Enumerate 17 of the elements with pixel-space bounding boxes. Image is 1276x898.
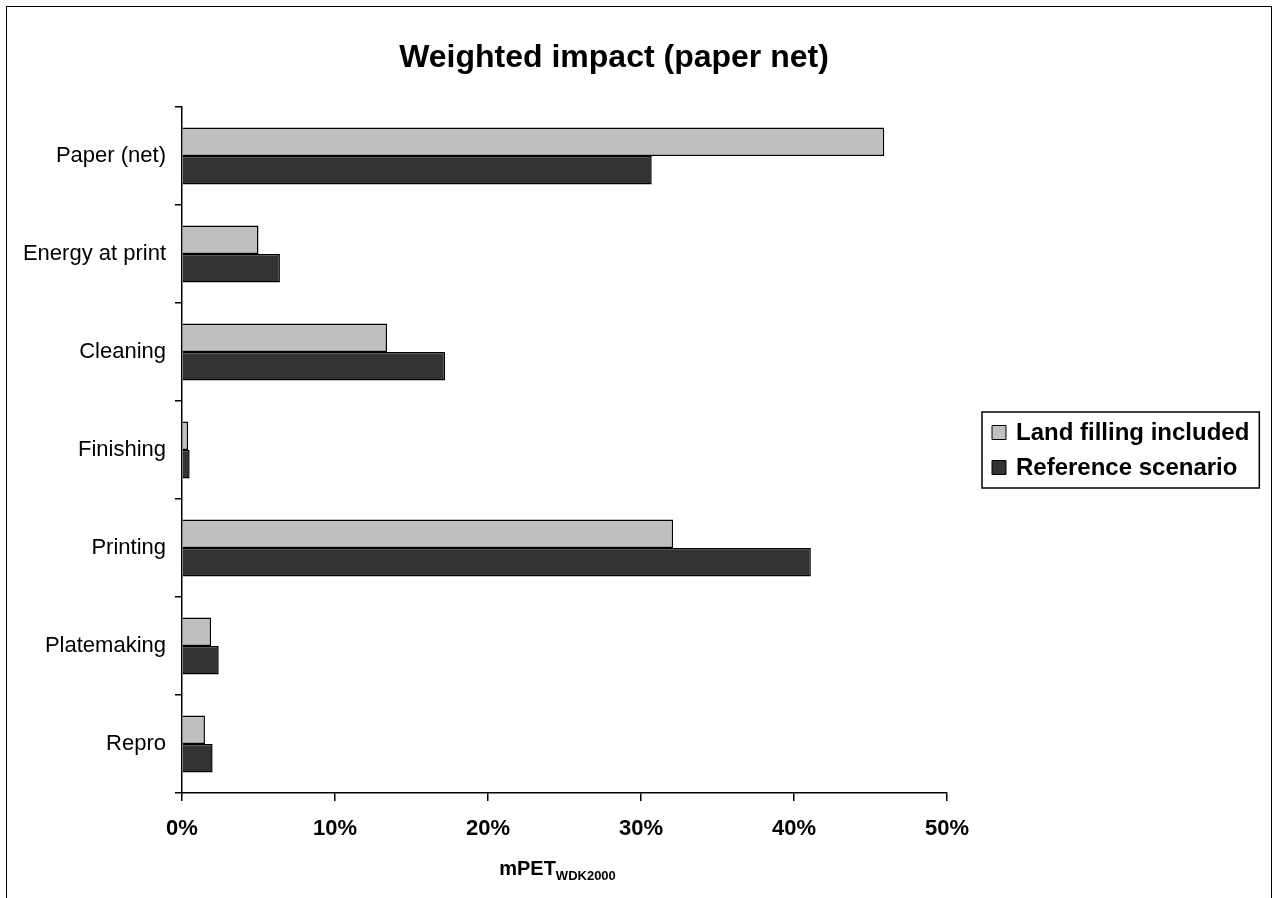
chart-title: Weighted impact (paper net) bbox=[399, 37, 829, 74]
y-tick-label: Platemaking bbox=[44, 632, 166, 658]
x-tick-label: 10% bbox=[312, 815, 358, 841]
x-tick-label: 0% bbox=[166, 815, 198, 841]
x-tick-label: 50% bbox=[924, 815, 970, 841]
x-tick-label: 20% bbox=[465, 815, 511, 841]
y-tick-label: Cleaning bbox=[79, 338, 166, 364]
y-tick-label: Energy at print bbox=[22, 240, 166, 266]
y-tick-label: Printing bbox=[91, 534, 166, 560]
y-tick-label: Finishing bbox=[77, 436, 166, 462]
y-tick-label: Repro bbox=[106, 730, 166, 756]
legend-label: Land filling included bbox=[1016, 418, 1250, 446]
legend-label: Reference scenario bbox=[1016, 453, 1238, 481]
x-tick-label: 40% bbox=[771, 815, 817, 841]
x-axis-title: mPET$_{WDK2000}$ bbox=[499, 857, 616, 883]
y-tick-label: Paper (net) bbox=[55, 142, 166, 168]
x-tick-label: 30% bbox=[618, 815, 664, 841]
